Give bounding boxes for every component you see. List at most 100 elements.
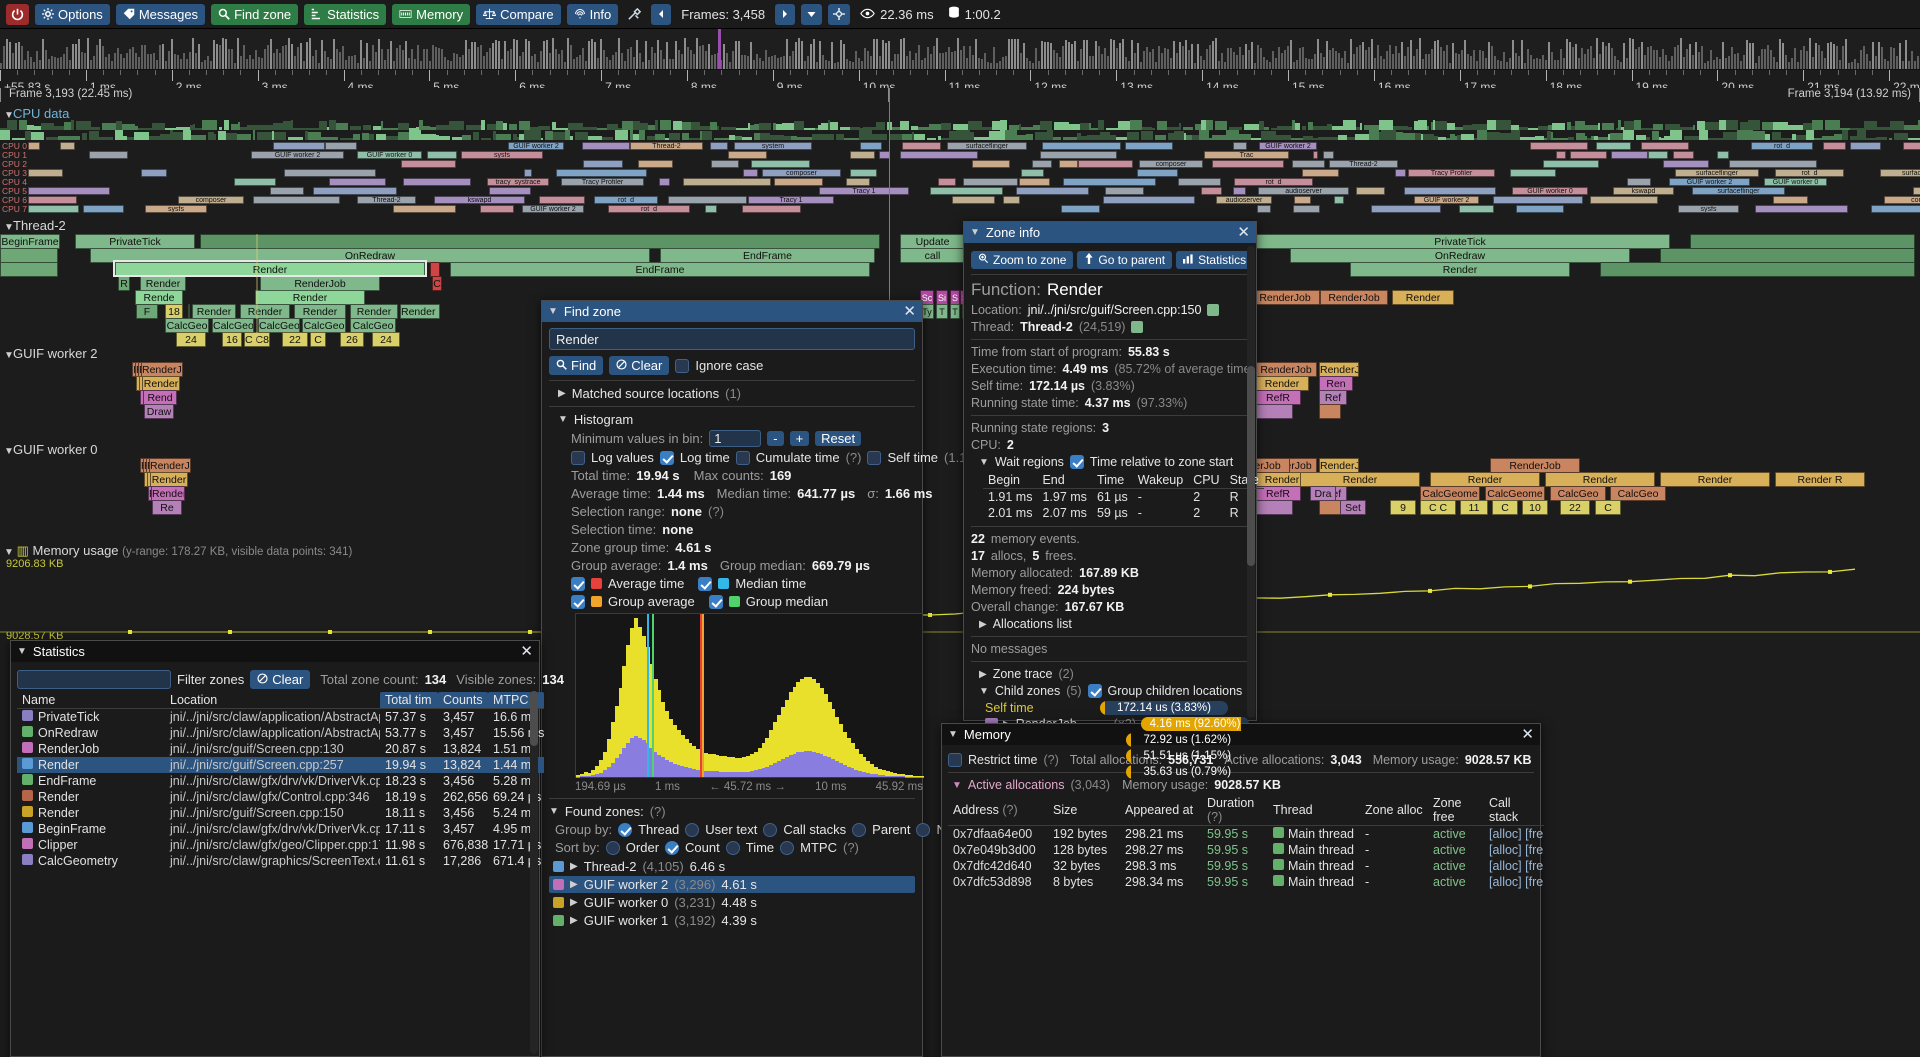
frame-bar[interactable] — [906, 56, 908, 69]
frame-bar[interactable] — [381, 49, 383, 69]
cpu-thread-block[interactable]: GUIF worker 2 — [1259, 142, 1317, 150]
frame-bar[interactable] — [282, 46, 284, 69]
table-row[interactable]: Render jni/../jni/src/guif/Screen.cpp:15… — [17, 805, 544, 821]
chevron-right-icon[interactable]: ▶ — [570, 879, 578, 890]
frame-bar[interactable] — [513, 39, 515, 69]
mem-col-address[interactable]: Address (?) — [948, 795, 1048, 826]
frame-bar[interactable] — [207, 56, 209, 69]
frame-bar[interactable] — [729, 62, 731, 69]
frame-bar[interactable] — [1761, 49, 1763, 69]
cpu-thread-block[interactable] — [1510, 169, 1556, 177]
frame-bar[interactable] — [849, 61, 851, 69]
frame-bar[interactable] — [297, 47, 299, 69]
frame-bar[interactable] — [420, 61, 422, 69]
frame-bar[interactable] — [213, 40, 215, 69]
timeline-zone[interactable]: CalcGeo — [258, 318, 300, 333]
mem-address[interactable]: 0x7dfaa64e00 — [953, 827, 1033, 841]
mem-col-zone-free[interactable]: Zone free — [1428, 795, 1484, 826]
stats-col-counts[interactable]: Counts — [438, 692, 488, 709]
frame-bar[interactable] — [561, 50, 563, 69]
timeline-zone[interactable]: Ren — [1319, 376, 1353, 391]
frame-bar[interactable] — [555, 49, 557, 69]
frame-bar[interactable] — [546, 40, 548, 69]
cpu-thread-block[interactable] — [583, 160, 623, 168]
frame-bar[interactable] — [1770, 50, 1772, 69]
frame-bar[interactable] — [1017, 39, 1019, 69]
frame-bar[interactable] — [468, 49, 470, 69]
frame-bar[interactable] — [894, 54, 896, 69]
frame-bar[interactable] — [960, 50, 962, 69]
cpu-thread-block[interactable]: surfaceflinger — [1692, 187, 1785, 195]
cpu-thread-block[interactable]: GUIF worker 2 — [1414, 196, 1479, 204]
cpu-thread-block[interactable]: composer — [1139, 160, 1203, 168]
frame-bar[interactable] — [771, 56, 773, 69]
frame-bar[interactable] — [507, 51, 509, 69]
frame-bar[interactable] — [1293, 62, 1295, 69]
cpu-thread-block[interactable] — [774, 178, 823, 186]
frame-bar[interactable] — [1056, 53, 1058, 69]
frame-bar[interactable] — [243, 45, 245, 69]
cpu-thread-block[interactable] — [1125, 142, 1173, 150]
frame-bar[interactable] — [18, 42, 20, 69]
frame-bar[interactable] — [921, 60, 923, 69]
frame-menu-button[interactable] — [801, 3, 823, 25]
frame-bar[interactable] — [234, 63, 236, 69]
min-values-input[interactable] — [709, 430, 762, 447]
frame-bar[interactable] — [1869, 61, 1871, 69]
cpu-thread-block[interactable] — [710, 142, 728, 150]
cpu-data-area[interactable]: CPU 0 GUIF worker 2 Thread-2 system surfacef… — [0, 120, 1920, 214]
timeline-zone[interactable]: CalcGeome — [1420, 486, 1480, 501]
frame-bar[interactable] — [1725, 58, 1727, 69]
frame-bar[interactable] — [1218, 61, 1220, 69]
frame-target-button[interactable] — [828, 3, 851, 25]
cpu-thread-block[interactable] — [902, 142, 941, 150]
timeline-zone[interactable]: R — [118, 276, 130, 291]
cpu-thread-block[interactable] — [1627, 178, 1651, 186]
frame-bar[interactable] — [1794, 48, 1796, 69]
cpu-thread-block[interactable] — [683, 178, 771, 186]
cpu-thread-block[interactable] — [270, 187, 304, 195]
frame-bar[interactable] — [624, 61, 626, 69]
wait-col-cpu[interactable]: CPU — [1188, 472, 1225, 489]
frame-bar[interactable] — [1662, 49, 1664, 69]
timeline-zone[interactable]: RenderJob — [1320, 290, 1388, 305]
frame-bar[interactable] — [1755, 63, 1757, 69]
cpu-thread-block[interactable] — [963, 178, 1018, 186]
frame-bar[interactable] — [744, 55, 746, 69]
cpu-thread-block[interactable]: surfaceflinger — [1880, 169, 1920, 177]
frame-bar[interactable] — [1203, 60, 1205, 69]
cpu-thread-block[interactable] — [1823, 142, 1846, 150]
frame-bar[interactable] — [1713, 60, 1715, 69]
frame-bar[interactable] — [1344, 51, 1346, 69]
frame-bar[interactable] — [759, 58, 761, 69]
compare-button[interactable]: Compare — [476, 3, 561, 25]
frame-bar[interactable] — [336, 49, 338, 69]
frame-bar[interactable] — [861, 61, 863, 69]
chevron-down-icon[interactable]: ▼ — [979, 456, 989, 468]
cpu-thread-block[interactable] — [972, 160, 1010, 168]
histogram-chart[interactable] — [575, 613, 925, 778]
frame-bar[interactable] — [1353, 54, 1355, 69]
frame-bar[interactable] — [1107, 56, 1109, 69]
frame-bar[interactable] — [1164, 48, 1166, 69]
frame-bar[interactable] — [1665, 55, 1667, 69]
frame-bar[interactable] — [318, 63, 320, 69]
frame-bar[interactable] — [891, 61, 893, 69]
frame-bar[interactable] — [1830, 42, 1832, 69]
frame-bar[interactable] — [1758, 56, 1760, 69]
cpu-thread-block[interactable] — [1063, 178, 1156, 186]
frame-bar[interactable] — [1776, 62, 1778, 69]
section-header-thread-2[interactable]: ▼Thread-2 — [4, 218, 66, 233]
frame-bar[interactable] — [954, 51, 956, 69]
frame-bar[interactable] — [1515, 53, 1517, 69]
frame-bar[interactable] — [1527, 49, 1529, 69]
frame-bar[interactable] — [1029, 61, 1031, 69]
frame-bar[interactable] — [123, 58, 125, 69]
timeline-zone[interactable]: Re — [152, 500, 182, 515]
average-time-legend-checkbox[interactable] — [571, 576, 585, 591]
frame-bar[interactable] — [1290, 40, 1292, 69]
frame-bar[interactable] — [1590, 46, 1592, 69]
frame-bar[interactable] — [585, 61, 587, 69]
cpu-thread-block[interactable] — [1543, 160, 1599, 168]
frame-bar[interactable] — [192, 38, 194, 69]
